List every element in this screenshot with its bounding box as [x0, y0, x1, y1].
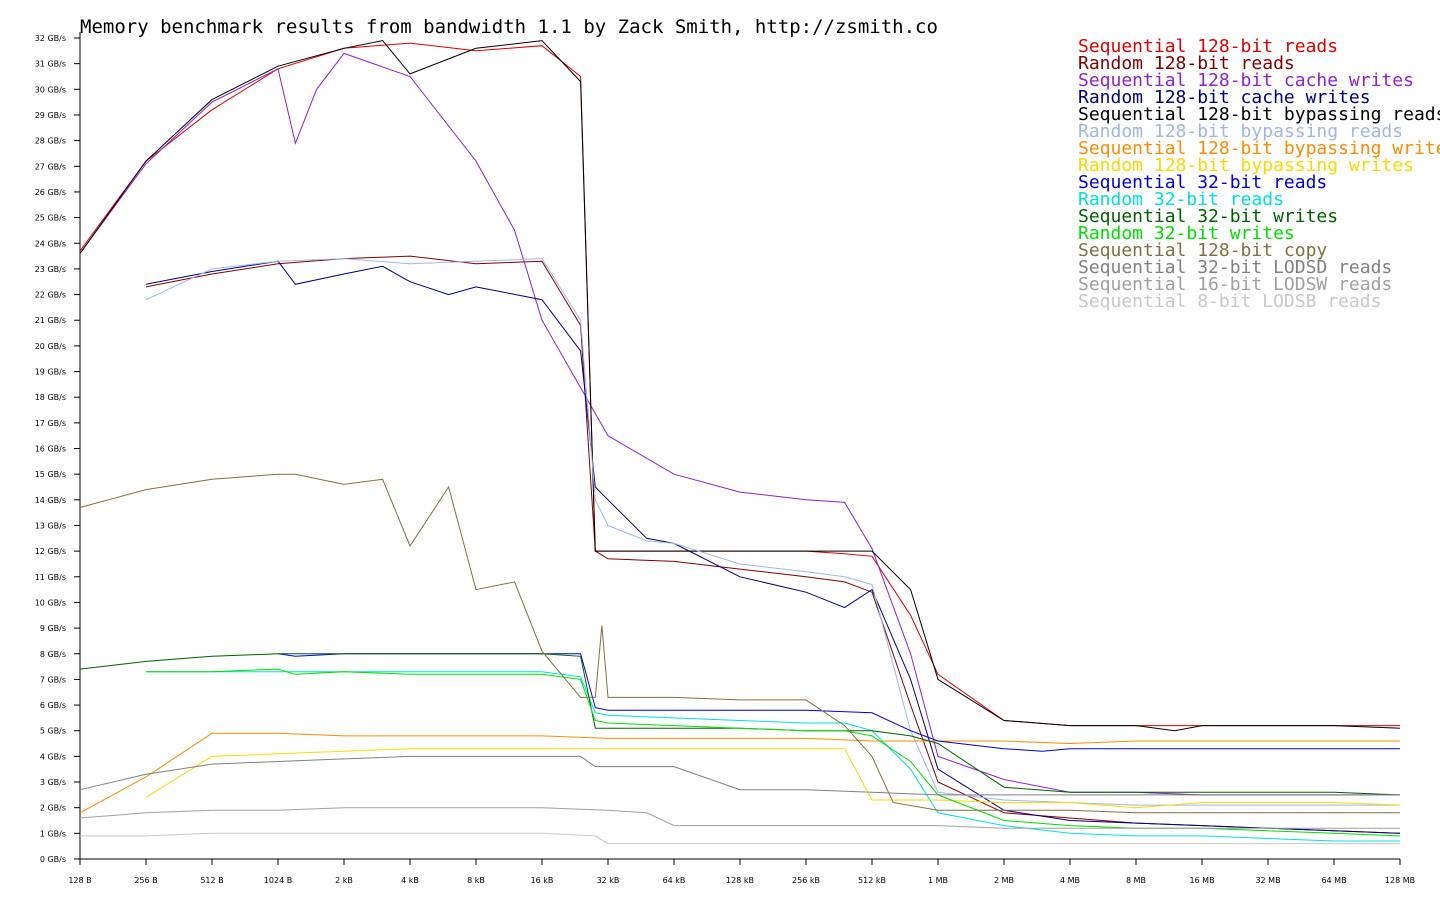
x-tick-label: 256 kB — [792, 876, 820, 885]
legend-item: Random 128-bit bypassing reads — [1078, 121, 1404, 142]
series-line-random-128-bit-cache-writes — [145, 260, 1401, 834]
legend-item: Sequential 128-bit cache writes — [1078, 70, 1414, 91]
legend-item: Sequential 32-bit writes — [1078, 206, 1339, 227]
x-tick-label: 8 MB — [1126, 876, 1146, 885]
y-tick-label: 27 GB/s — [35, 162, 66, 171]
chart-legend: Sequential 128-bit reads Random 128-bit r… — [1078, 36, 1440, 312]
series-line-random-128-bit-bypassing-reads — [145, 258, 1400, 806]
y-tick-label: 2 GB/s — [40, 804, 66, 813]
legend-item: Sequential 32-bit reads — [1078, 172, 1328, 193]
legend-item: Random 128-bit cache writes — [1078, 87, 1371, 108]
legend-item: Random 32-bit writes — [1078, 223, 1295, 244]
series-line-random-32-bit-reads — [146, 671, 1400, 842]
series-line-sequential-128-bit-bypassing-reads — [79, 40, 1401, 732]
x-tick-label: 16 kB — [531, 876, 554, 885]
y-tick-label: 3 GB/s — [40, 778, 66, 787]
y-tick-label: 21 GB/s — [35, 316, 66, 325]
y-tick-label: 8 GB/s — [40, 650, 66, 659]
x-tick-label: 2 MB — [994, 876, 1014, 885]
y-tick-label: 18 GB/s — [35, 393, 66, 402]
y-tick-label: 17 GB/s — [35, 419, 66, 428]
y-tick-label: 4 GB/s — [40, 752, 66, 761]
x-tick-label: 512 kB — [858, 876, 886, 885]
y-tick-label: 20 GB/s — [35, 342, 66, 351]
y-tick-label: 28 GB/s — [35, 137, 66, 146]
series-line-random-128-bit-reads — [145, 255, 1401, 834]
y-tick-label: 25 GB/s — [35, 214, 66, 223]
legend-item: Sequential 128-bit copy — [1078, 240, 1328, 261]
x-tick-label: 8 kB — [467, 876, 485, 885]
y-tick-label: 6 GB/s — [40, 701, 66, 710]
x-tick-label: 4 MB — [1060, 876, 1080, 885]
y-tick-label: 10 GB/s — [35, 598, 66, 607]
y-tick-label: 12 GB/s — [35, 547, 66, 556]
x-tick-label: 512 B — [200, 876, 223, 885]
x-tick-label: 16 MB — [1189, 876, 1214, 885]
y-tick-label: 22 GB/s — [35, 291, 66, 300]
y-tick-label: 14 GB/s — [35, 496, 66, 505]
y-tick-label: 11 GB/s — [35, 573, 66, 582]
series-line-sequential-32-bit-lodsd-reads — [79, 755, 1400, 796]
series-line-sequential-32-bit-writes — [79, 653, 1401, 796]
y-tick-label: 5 GB/s — [40, 727, 66, 736]
y-tick-label: 31 GB/s — [35, 60, 66, 69]
x-tick-label: 128 MB — [1385, 876, 1415, 885]
series-line-sequential-8-bit-lodsb-reads — [80, 832, 1400, 845]
legend-item: Sequential 128-bit reads — [1078, 36, 1339, 57]
legend-item: Sequential 16-bit LODSW reads — [1078, 274, 1393, 295]
y-tick-label: 19 GB/s — [35, 368, 66, 377]
y-tick-label: 23 GB/s — [35, 265, 66, 274]
x-tick-label: 64 MB — [1321, 876, 1346, 885]
y-tick-label: 13 GB/s — [35, 521, 66, 530]
legend-item: Sequential 8-bit LODSB reads — [1078, 291, 1382, 312]
x-tick-label: 1024 B — [264, 876, 292, 885]
y-tick-label: 9 GB/s — [40, 624, 66, 633]
y-tick-label: 15 GB/s — [35, 470, 66, 479]
x-tick-label: 32 kB — [597, 876, 620, 885]
series-line-sequential-32-bit-reads — [277, 653, 1400, 752]
legend-item: Sequential 32-bit LODSD reads — [1078, 257, 1393, 278]
y-tick-label: 30 GB/s — [35, 85, 66, 94]
y-tick-label: 7 GB/s — [40, 675, 66, 684]
x-tick-label: 4 kB — [401, 876, 419, 885]
axis-ticks: 0 GB/s 1 GB/s 2 GB/s 3 GB/s 4 GB/s 5 GB/s 6 GB… — [35, 34, 1415, 885]
x-tick-label: 1 MB — [928, 876, 948, 885]
y-tick-label: 29 GB/s — [35, 111, 66, 120]
y-tick-label: 32 GB/s — [35, 34, 66, 43]
series-line-random-128-bit-bypassing-writes — [145, 748, 1401, 809]
legend-item: Random 128-bit reads — [1078, 53, 1295, 74]
series-line-sequential-128-bit-bypassing-writes — [79, 732, 1400, 814]
y-tick-label: 0 GB/s — [40, 855, 66, 864]
series-line-random-32-bit-writes — [146, 668, 1401, 837]
legend-item: Sequential 128-bit bypassing writes — [1078, 138, 1440, 159]
x-tick-label: 256 B — [134, 876, 157, 885]
y-tick-label: 24 GB/s — [35, 239, 66, 248]
chart-title: Memory benchmark results from bandwidth … — [80, 16, 938, 38]
x-tick-label: 128 kB — [726, 876, 754, 885]
legend-item: Sequential 128-bit bypassing reads — [1078, 104, 1440, 125]
legend-item: Random 128-bit bypassing writes — [1078, 155, 1414, 176]
chart-series-lines — [79, 40, 1401, 845]
series-line-sequential-128-bit-copy — [79, 473, 1400, 814]
y-tick-label: 1 GB/s — [40, 829, 66, 838]
x-tick-label: 128 B — [68, 876, 91, 885]
x-tick-label: 64 kB — [663, 876, 686, 885]
y-tick-label: 16 GB/s — [35, 445, 66, 454]
x-tick-label: 32 MB — [1255, 876, 1280, 885]
x-tick-label: 2 kB — [335, 876, 353, 885]
y-tick-label: 26 GB/s — [35, 188, 66, 197]
legend-item: Random 32-bit reads — [1078, 189, 1284, 210]
series-line-sequential-16-bit-lodsw-reads — [79, 807, 1400, 829]
